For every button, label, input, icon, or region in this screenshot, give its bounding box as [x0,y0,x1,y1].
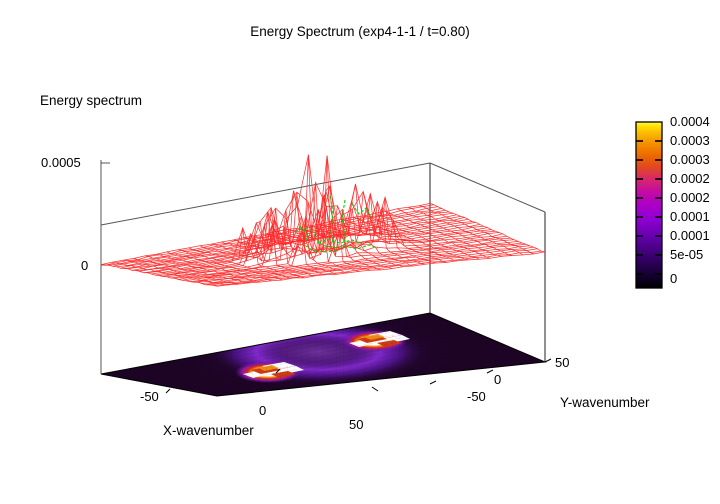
colorbar-tick-label: 0.0003 [670,133,710,148]
z-tick-label: 0 [81,258,89,273]
axis-ticks [165,358,552,394]
x-tick-label: -50 [140,389,159,404]
colorbar-tick-label: 0.0003 [670,152,710,167]
colorbar-tick-label: 0 [670,271,678,286]
y-tick-label: -50 [467,389,486,404]
surface-mesh [100,154,546,287]
y-tick-label: 0 [494,372,502,387]
x-tick-label: 0 [259,403,267,418]
colorbar-tick-label: 0.0001 [670,209,710,224]
colorbar-tick-label: 0.0002 [670,190,710,205]
z-tick-label: 0.0005 [41,155,81,170]
colorbar-tick-label: 5e-05 [670,247,704,262]
base-heatmap [100,312,547,397]
colorbar-tick-label: 0.0004 [670,114,710,129]
page-title: Energy Spectrum (exp4-1-1 / t=0.80) [250,24,470,39]
x-tick-label: 50 [349,417,364,432]
y-tick-label: 50 [555,355,570,370]
colorbar-tick-label: 0.0001 [670,228,710,243]
axis-box [100,160,546,374]
contour-lines [294,195,379,253]
colorbar [635,121,663,289]
colorbar-ticks [636,140,662,275]
y-axis-label: Y-wavenumber [560,395,650,410]
z-axis-label: Energy spectrum [40,93,143,108]
colorbar-tick-label: 0.0002 [670,171,710,186]
x-axis-label: X-wavenumber [163,423,254,438]
